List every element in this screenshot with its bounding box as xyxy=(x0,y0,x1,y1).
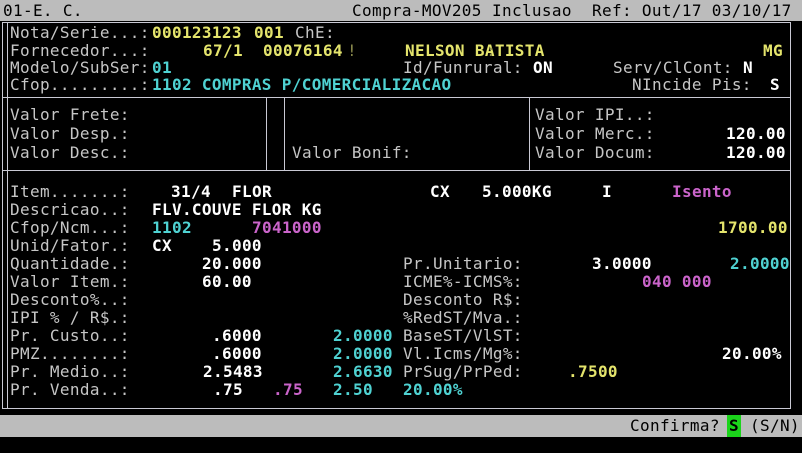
valor-frete-label: Valor Frete: xyxy=(10,105,130,124)
totals-divider-2 xyxy=(529,98,530,170)
prsug-value: .7500 xyxy=(568,362,618,381)
item-total-right: 1700.00 xyxy=(718,218,788,237)
frame-top xyxy=(2,22,791,23)
status-bar: Confirma? S (S/N) xyxy=(0,415,802,437)
fornecedor-name: NELSON BATISTA xyxy=(405,41,545,60)
desconto-rs-label: Desconto R$: xyxy=(403,290,523,309)
ipi-pct-label: IPI % / R$.: xyxy=(10,308,130,327)
confirm-input[interactable]: S xyxy=(727,415,741,437)
separator-header xyxy=(2,97,791,98)
item-name: FLOR xyxy=(232,182,272,201)
fornecedor-name-cursor: : xyxy=(486,41,496,60)
pr-custo-value: .6000 xyxy=(212,326,262,345)
valor-docum-value: 120.00 xyxy=(726,143,786,162)
confirm-label: Confirma? xyxy=(630,416,720,435)
desconto-pct-label: Desconto%..: xyxy=(10,290,130,309)
valor-ipi-label: Valor IPI..: xyxy=(535,105,655,124)
frame-right xyxy=(790,22,791,409)
fornecedor-doc: 00076164 xyxy=(263,41,343,60)
frame-left-outer xyxy=(2,22,3,409)
valor-item-value: 60.00 xyxy=(202,272,252,291)
pr-venda-value: .75 xyxy=(213,380,243,399)
mode-label: Inclusao xyxy=(492,1,572,20)
modelo-label: Modelo/SubSer: xyxy=(10,58,150,77)
pr-venda-value-2: .75 xyxy=(273,380,303,399)
quantidade-value: 20.000 xyxy=(202,254,262,273)
pr-venda-value-4: 20.00% xyxy=(403,380,463,399)
item-tax-status: Isento xyxy=(672,182,732,201)
pmz-value-2: 2.0000 xyxy=(333,344,393,363)
pr-custo-value-2: 2.0000 xyxy=(333,326,393,345)
pmz-label: PMZ........: xyxy=(10,344,130,363)
valor-desp-label: Valor Desp.: xyxy=(10,124,130,143)
pr-venda-label: Pr. Venda..: xyxy=(10,380,130,399)
item-ncm-value: 7041000 xyxy=(252,218,322,237)
unid-fator-label: Unid/Fator.: xyxy=(10,236,130,255)
che-label: ChE: xyxy=(295,23,335,42)
icms-value: 040 000 xyxy=(642,272,712,291)
descricao-label: Descricao..: xyxy=(10,200,130,219)
pmz-value: .6000 xyxy=(212,344,262,363)
nincide-pis-label: NIncide Pis: xyxy=(632,75,752,94)
title-bar: 01-E. C. Compra-MOV205 Inclusao Ref: Out… xyxy=(0,0,802,21)
pr-medio-value: 2.5483 xyxy=(203,362,263,381)
valor-merc-value: 120.00 xyxy=(726,124,786,143)
quantidade-label: Quantidade.: xyxy=(10,254,130,273)
pr-medio-label: Pr. Medio..: xyxy=(10,362,130,381)
valor-bonif-label: Valor Bonif: xyxy=(292,143,412,162)
fornecedor-label: Fornecedor...: xyxy=(10,41,150,60)
totals-divider-1a xyxy=(266,98,267,170)
pr-venda-value-3: 2.50 xyxy=(333,380,373,399)
vl-icms-mg-label: Vl.Icms/Mg%: xyxy=(403,344,523,363)
descricao-value: FLV.COUVE FLOR KG xyxy=(152,200,322,219)
nota-value: 000123123 xyxy=(152,23,242,42)
program-name: Compra-MOV205 xyxy=(352,1,482,20)
reference-date: Ref: Out/17 03/10/17 xyxy=(592,1,792,20)
item-unit: CX xyxy=(430,182,450,201)
fator-value: 5.000 xyxy=(212,236,262,255)
prsug-prped-label: PrSug/PrPed: xyxy=(403,362,523,381)
frame-bottom xyxy=(2,408,791,409)
icms-label: ICME%-ICMS%: xyxy=(403,272,523,291)
funrural-value: ON xyxy=(533,58,553,77)
nincide-pis-value: S xyxy=(770,75,780,94)
frame-left-inner xyxy=(7,22,8,409)
valor-merc-label: Valor Merc.: xyxy=(535,124,655,143)
cfop-value: 1102 COMPRAS P/COMERCIALIZACAO xyxy=(152,75,452,94)
item-flag: I xyxy=(602,182,612,201)
pr-medio-value-2: 2.6630 xyxy=(333,362,393,381)
pr-unitario-label: Pr.Unitario: xyxy=(403,254,523,273)
cfop-ncm-label: Cfop/Ncm...: xyxy=(10,218,130,237)
item-label: Item.......: xyxy=(10,182,130,201)
nota-serie-label: Nota/Serie...: xyxy=(10,23,150,42)
item-cfop-value: 1102 xyxy=(152,218,192,237)
item-weight: 5.000KG xyxy=(482,182,552,201)
fornecedor-doc-cursor: ! xyxy=(347,41,357,60)
company-id: 01-E. C. xyxy=(3,1,83,20)
serv-clcont-value: N xyxy=(743,58,753,77)
vl-icms-mg-value: 20.00% xyxy=(722,344,782,363)
serie-value: 001 xyxy=(254,23,284,42)
totals-divider-1b xyxy=(284,98,285,170)
valor-item-label: Valor Item.: xyxy=(10,272,130,291)
funrural-label: Id/Funrural: xyxy=(403,58,523,77)
redst-mva-label: %RedST/Mva.: xyxy=(403,308,523,327)
confirm-options: (S/N) xyxy=(750,416,800,435)
pr-custo-label: Pr. Custo..: xyxy=(10,326,130,345)
uf-value: MG xyxy=(763,41,783,60)
pr-unitario-value-2: 2.0000 xyxy=(730,254,790,273)
valor-docum-label: Valor Docum: xyxy=(535,143,655,162)
modelo-value: 01 xyxy=(152,58,172,77)
pr-unitario-value: 3.0000 xyxy=(592,254,652,273)
unid-value: CX xyxy=(152,236,172,255)
basest-vlst-label: BaseST/VlST: xyxy=(403,326,523,345)
serv-clcont-label: Serv/ClCont: xyxy=(613,58,733,77)
separator-totals xyxy=(2,170,791,171)
item-number: 31/4 xyxy=(171,182,211,201)
valor-desc-label: Valor Desc.: xyxy=(10,143,130,162)
fornecedor-code: 67/1 xyxy=(203,41,243,60)
cfop-label: Cfop.........: xyxy=(10,75,150,94)
